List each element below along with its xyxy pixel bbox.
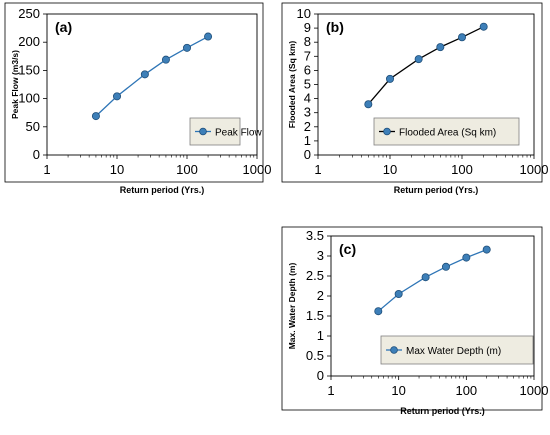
data-point xyxy=(414,55,423,64)
y-tick-label: 200 xyxy=(18,34,40,49)
y-tick-label: 10 xyxy=(297,6,311,21)
x-axis-label: Return period (Yrs.) xyxy=(394,185,479,195)
y-tick-label: 3.5 xyxy=(306,228,324,243)
data-point xyxy=(204,32,213,41)
chart-panel-3: 0 0.5 1 1.5 2 2.5 3 3.5 1 10 100 1000 Return period … xyxy=(281,226,549,416)
series-line xyxy=(95,36,209,117)
x-tick-label: 10 xyxy=(391,383,405,398)
y-axis-label: Max. Water Depth (m) xyxy=(287,263,297,350)
y-tick-label: 6 xyxy=(304,62,311,77)
chart-frame xyxy=(281,226,543,411)
y-tick-label: 50 xyxy=(26,119,40,134)
y-tick-label: 0.5 xyxy=(306,348,324,363)
data-point xyxy=(479,22,488,31)
y-tick-label: 1 xyxy=(304,133,311,148)
y-tick-label: 150 xyxy=(18,62,40,77)
y-tick-label: 0 xyxy=(304,147,311,162)
y-tick-label: 7 xyxy=(304,48,311,63)
panel-label: (c) xyxy=(339,241,356,257)
y-axis-label: Flooded Area (Sq km) xyxy=(287,41,297,129)
y-tick-label: 3 xyxy=(304,105,311,120)
legend-box xyxy=(380,335,534,365)
panel-label: (a) xyxy=(55,19,72,35)
x-tick-label: 1 xyxy=(327,383,334,398)
chart-frame xyxy=(4,2,264,183)
x-axis-label: Return period (Yrs.) xyxy=(400,406,485,416)
data-point xyxy=(385,74,394,83)
data-point xyxy=(91,112,100,121)
x-tick-label: 10 xyxy=(383,162,397,177)
data-point xyxy=(394,289,403,298)
legend-marker xyxy=(199,127,207,136)
data-point xyxy=(457,33,466,42)
data-point xyxy=(374,307,383,316)
data-point xyxy=(140,70,149,79)
data-point xyxy=(113,92,122,101)
series-line xyxy=(367,26,484,105)
x-tick-label: 100 xyxy=(455,383,477,398)
data-point xyxy=(182,43,191,52)
x-tick-label: 10 xyxy=(110,162,124,177)
data-point xyxy=(482,245,491,254)
y-axis-label: Peak Flow (m3/s) xyxy=(10,50,20,119)
y-tick-label: 2 xyxy=(317,288,324,303)
y-tick-label: 1 xyxy=(317,328,324,343)
y-tick-label: 8 xyxy=(304,34,311,49)
legend-label: Peak Flow xyxy=(215,128,262,139)
y-tick-label: 0 xyxy=(317,368,324,383)
x-tick-label: 1000 xyxy=(520,383,549,398)
x-axis-label: Return period (Yrs.) xyxy=(120,185,205,195)
data-point xyxy=(441,262,450,271)
legend-box xyxy=(373,117,520,146)
chart-frame xyxy=(281,2,543,183)
data-point xyxy=(436,43,445,52)
x-tick-label: 1000 xyxy=(520,162,549,177)
data-point xyxy=(462,253,471,262)
y-tick-label: 9 xyxy=(304,20,311,35)
x-tick-label: 100 xyxy=(176,162,198,177)
data-point xyxy=(421,273,430,282)
legend-label: Max Water Depth (m) xyxy=(406,346,501,357)
x-tick-label: 100 xyxy=(451,162,473,177)
y-tick-label: 5 xyxy=(304,77,311,92)
x-tick-label: 1000 xyxy=(243,162,272,177)
chart-panel-1: 0 50 100 150 200 250 1 10 100 1000 Return period (… xyxy=(4,2,272,195)
y-tick-label: 3 xyxy=(317,248,324,263)
y-tick-label: 250 xyxy=(18,6,40,21)
x-tick-label: 1 xyxy=(43,162,50,177)
panel-label: (b) xyxy=(326,19,344,35)
data-point xyxy=(364,100,373,109)
y-tick-label: 2 xyxy=(304,119,311,134)
data-point xyxy=(161,55,170,64)
x-tick-label: 1 xyxy=(314,162,321,177)
y-tick-label: 1.5 xyxy=(306,308,324,323)
y-tick-label: 100 xyxy=(18,91,40,106)
y-tick-label: 2.5 xyxy=(306,268,324,283)
legend-marker xyxy=(390,346,398,354)
y-tick-label: 4 xyxy=(304,91,311,106)
legend-label: Flooded Area (Sq km) xyxy=(399,128,496,139)
legend-marker xyxy=(383,127,391,136)
y-tick-label: 0 xyxy=(33,147,40,162)
